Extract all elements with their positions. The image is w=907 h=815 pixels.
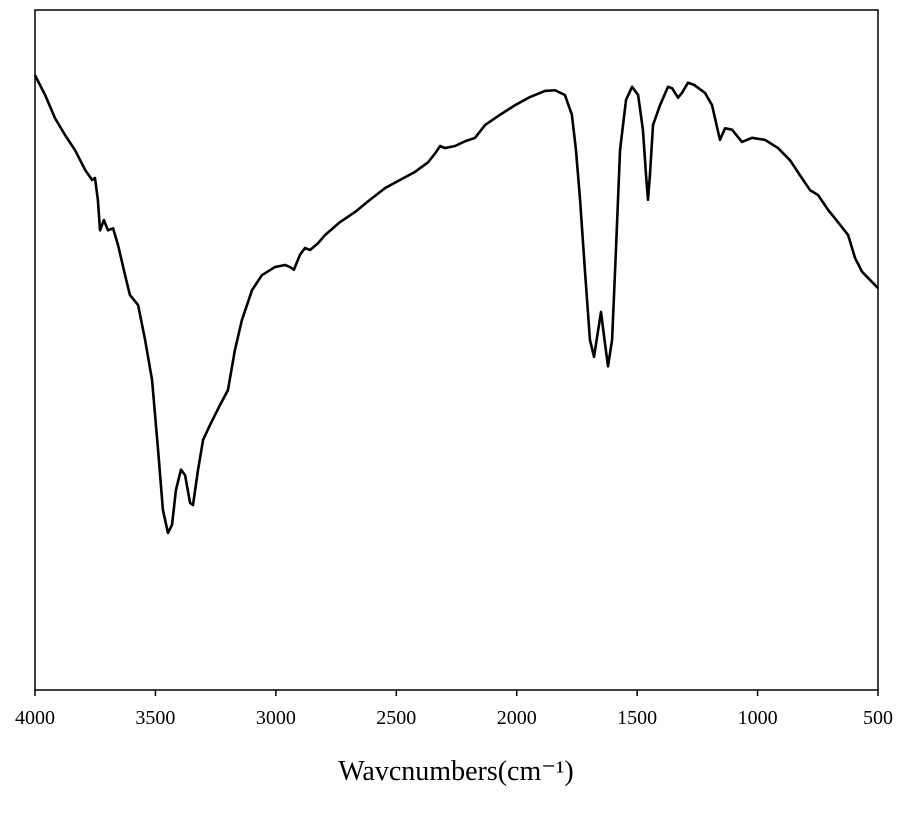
x-tick-label: 1000 (738, 707, 778, 729)
plot-frame (34, 9, 879, 691)
x-tick-label: 3000 (256, 707, 296, 729)
x-tick-label: 500 (863, 707, 893, 729)
x-tick-label: 2000 (497, 707, 537, 729)
x-axis-label: Wavcnumbers(cm⁻¹) (338, 756, 574, 787)
x-tick-label: 2500 (376, 707, 416, 729)
x-tick-label: 1500 (617, 707, 657, 729)
x-tick-label: 3500 (135, 707, 175, 729)
spectrum-line (33, 74, 879, 535)
x-tick-label: 4000 (15, 707, 55, 729)
